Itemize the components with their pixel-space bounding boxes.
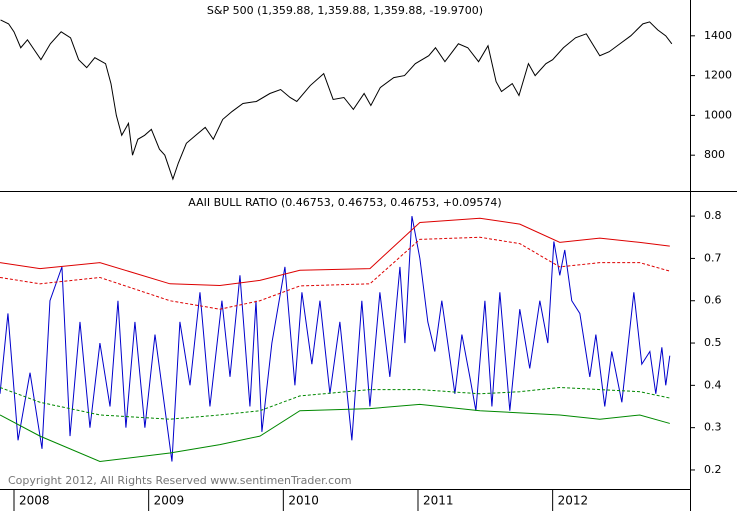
series-line: [0, 403, 670, 463]
series-line: [0, 217, 670, 287]
y-tick-label: 0.2: [704, 463, 722, 476]
y-tick-label: 0.4: [704, 378, 722, 391]
series-line: [0, 236, 670, 310]
chart-title: S&P 500 (1,359.88, 1,359.88, 1,359.88, -…: [207, 4, 483, 17]
y-tick-label: 0.6: [704, 294, 722, 307]
copyright-note: Copyright 2012, All Rights Reserved www.…: [8, 474, 352, 487]
y-tick-label: 1400: [704, 29, 732, 42]
series-line: [0, 386, 670, 420]
series-line: [0, 19, 673, 181]
x-tick-label: 2012: [558, 494, 589, 508]
series-line: [0, 216, 671, 462]
x-tick-label: 2009: [154, 494, 185, 508]
y-tick-label: 0.3: [704, 421, 722, 434]
x-tick-label: 2010: [288, 494, 319, 508]
x-tick-label: 2011: [423, 494, 454, 508]
y-tick-label: 0.7: [704, 251, 722, 264]
y-tick-label: 1000: [704, 108, 732, 121]
y-tick-label: 800: [704, 148, 725, 161]
y-tick-label: 0.5: [704, 336, 722, 349]
y-tick-label: 0.8: [704, 209, 722, 222]
chart-title: AAII BULL RATIO (0.46753, 0.46753, 0.467…: [188, 196, 501, 209]
x-tick-label: 2008: [19, 494, 50, 508]
y-tick-label: 1200: [704, 69, 732, 82]
